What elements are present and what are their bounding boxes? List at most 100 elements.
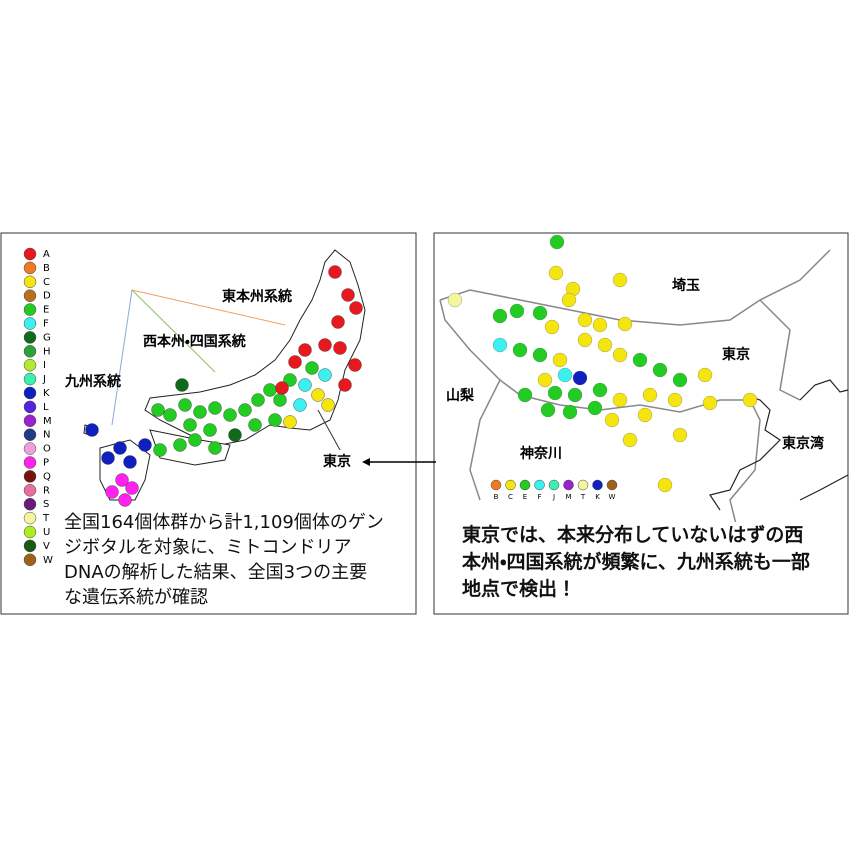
- site-dot: [333, 341, 347, 355]
- legend-swatch: [23, 511, 37, 525]
- site-dot: [283, 415, 297, 429]
- legend-label: A: [43, 249, 50, 260]
- site-dot: [298, 343, 312, 357]
- site-dot: [577, 312, 593, 328]
- site-dot: [572, 370, 588, 386]
- caption: 東京では、本来分布していないはずの西本州・四国系統が頻繁に、九州系統も一部地点で…: [462, 522, 822, 603]
- legend-label: O: [43, 444, 51, 455]
- site-dot: [208, 401, 222, 415]
- place-label: 神奈川: [519, 445, 562, 462]
- legend-swatch: [23, 525, 37, 539]
- site-dot: [288, 355, 302, 369]
- site-dot: [512, 342, 528, 358]
- site-dot: [742, 392, 758, 408]
- site-dot: [447, 292, 463, 308]
- site-dot: [188, 433, 202, 447]
- site-dot: [537, 372, 553, 388]
- site-dot: [540, 402, 556, 418]
- legend-label: B: [43, 263, 50, 274]
- site-dot: [298, 378, 312, 392]
- site-dot: [223, 408, 237, 422]
- site-dot: [604, 412, 620, 428]
- legend-swatch: [534, 479, 545, 491]
- site-dot: [183, 418, 197, 432]
- legend-swatch: [23, 275, 37, 289]
- site-dot: [509, 303, 525, 319]
- legend-label: R: [43, 485, 50, 496]
- site-dot: [151, 403, 165, 417]
- legend-label: K: [595, 493, 600, 501]
- site-dot: [138, 438, 152, 452]
- legend-label: U: [43, 527, 50, 538]
- legend-label: M: [565, 493, 571, 501]
- site-dot: [178, 398, 192, 412]
- legend-label: J: [552, 493, 555, 501]
- site-dot: [123, 455, 137, 469]
- site-dot: [321, 398, 335, 412]
- legend-label: L: [43, 402, 49, 413]
- site-dot: [349, 301, 363, 315]
- place-label: 埼玉: [672, 277, 700, 294]
- coastline: [709, 379, 849, 511]
- site-dot: [331, 315, 345, 329]
- legend-label: I: [43, 360, 46, 371]
- site-dot: [492, 337, 508, 353]
- place-label: 東京湾: [782, 435, 824, 452]
- tokyo-map: [439, 249, 831, 541]
- lineage-label: 東本州系統: [222, 288, 292, 305]
- site-dot: [173, 438, 187, 452]
- legend-label: E: [43, 305, 49, 316]
- site-dot: [251, 393, 265, 407]
- legend-swatch: [23, 539, 37, 553]
- site-dot: [193, 405, 207, 419]
- legend-label: C: [43, 277, 50, 288]
- site-dot: [318, 338, 332, 352]
- legend-label: V: [43, 541, 50, 552]
- site-dot: [248, 418, 262, 432]
- site-dot: [341, 288, 355, 302]
- site-dot: [612, 392, 628, 408]
- site-dot: [115, 473, 129, 487]
- legend-swatch: [23, 372, 37, 386]
- site-dot: [348, 358, 362, 372]
- legend-label: W: [609, 493, 616, 501]
- site-dot: [268, 413, 282, 427]
- legend-swatch: [548, 479, 560, 491]
- legend-swatch: [23, 303, 37, 316]
- legend-swatch: [577, 479, 589, 491]
- legend-swatch: [23, 261, 37, 275]
- site-dot: [622, 432, 638, 448]
- site-dot: [338, 378, 352, 392]
- site-dot: [672, 372, 688, 388]
- site-dot: [85, 423, 99, 437]
- legend-swatch: [23, 428, 37, 441]
- legend-swatch: [563, 479, 574, 491]
- legend-swatch: [23, 470, 37, 483]
- site-dot: [612, 272, 628, 288]
- legend-swatch: [23, 456, 37, 469]
- site-dot: [561, 292, 577, 308]
- site-dot: [228, 428, 242, 442]
- site-dot: [532, 305, 548, 321]
- site-dot: [697, 367, 713, 383]
- site-dot: [517, 387, 533, 403]
- legend-label: T: [580, 493, 586, 501]
- site-dot: [153, 443, 167, 457]
- site-dot: [567, 387, 583, 403]
- legend-label: Q: [43, 471, 51, 482]
- site-dot: [592, 317, 608, 333]
- legend-label: W: [43, 555, 53, 566]
- legend-swatch: [23, 497, 37, 511]
- site-dot: [118, 493, 132, 507]
- site-dot: [203, 423, 217, 437]
- legend-label: D: [43, 291, 51, 302]
- legend-label: N: [43, 430, 50, 441]
- site-dot: [557, 367, 573, 383]
- site-dot: [552, 352, 568, 368]
- legend-label: K: [43, 388, 50, 399]
- site-dot: [125, 481, 139, 495]
